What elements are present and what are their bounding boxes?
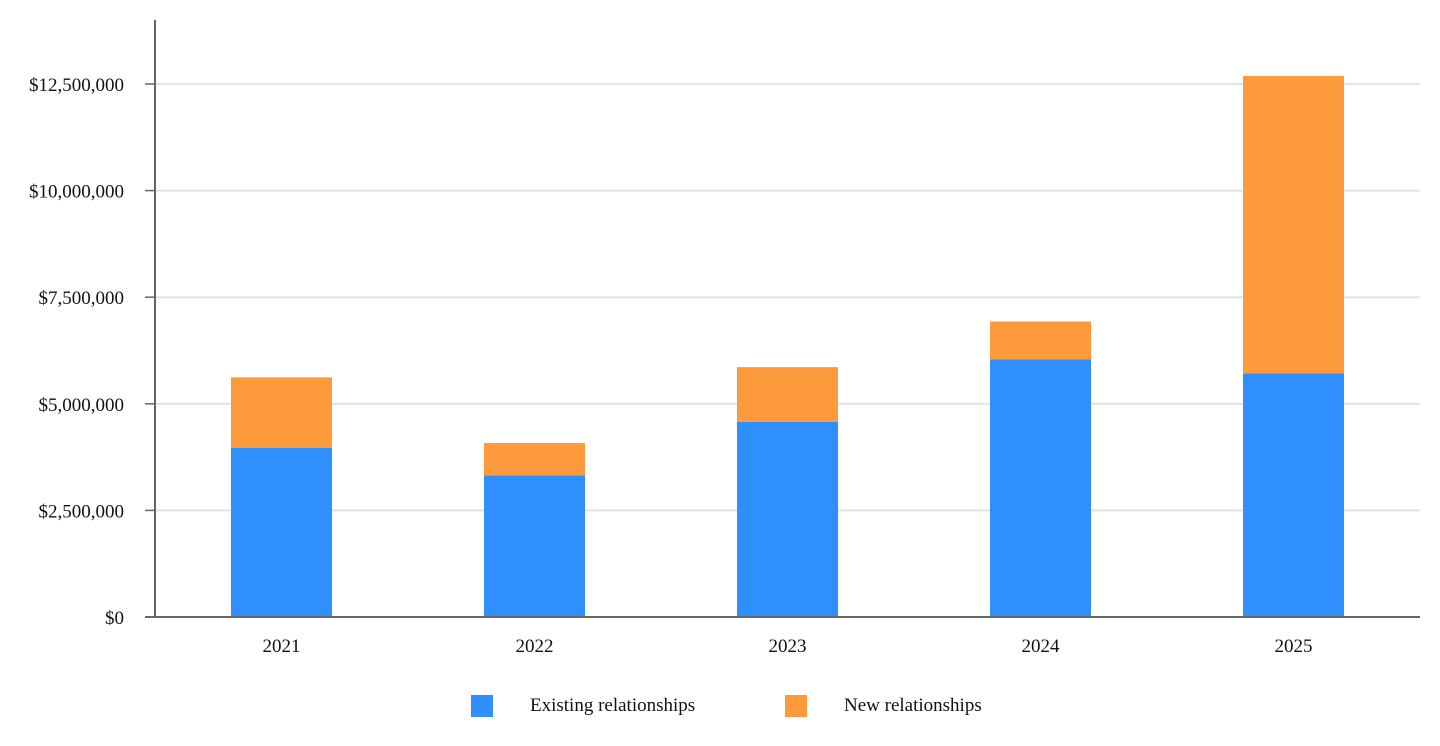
bar-segment-new-2022[interactable] [484,443,585,476]
stacked-bar-chart: $0 $2,500,000 $5,000,000 $7,500,000 $10,000,… [29,20,1420,657]
bar-segment-existing-2022[interactable] [484,475,585,617]
y-tick-label: $5,000,000 [39,395,125,416]
grid-lines [155,83,1420,512]
bar-segment-new-2024[interactable] [990,321,1091,360]
legend-item-existing[interactable]: Existing relationships [471,688,695,724]
bar-segment-existing-2024[interactable] [990,359,1091,617]
legend: Existing relationships New relationships [0,688,1440,724]
bar-segment-new-2021[interactable] [231,377,332,448]
bar-segment-new-2025[interactable] [1243,75,1344,374]
bar-segment-existing-2021[interactable] [231,447,332,617]
y-tick-label: $7,500,000 [39,288,125,309]
legend-swatch-new [785,695,807,717]
bars [231,75,1344,617]
axes [145,20,1420,618]
legend-item-new[interactable]: New relationships [785,688,982,724]
y-tick-label: $0 [105,608,124,629]
bar-segment-existing-2025[interactable] [1243,373,1344,617]
x-tick-label: 2023 [769,636,807,657]
x-tick-label: 2022 [516,636,554,657]
x-tick-labels: 2021 2022 2023 2024 2025 [263,636,1313,657]
legend-swatch-existing [471,695,493,717]
bar-segment-new-2023[interactable] [737,367,838,422]
y-tick-label: $12,500,000 [29,75,124,96]
y-tick-labels: $0 $2,500,000 $5,000,000 $7,500,000 $10,000,… [29,75,155,629]
x-tick-label: 2021 [263,636,301,657]
y-tick-label: $2,500,000 [39,501,125,522]
legend-label-new: New relationships [844,695,982,716]
bar-segment-existing-2023[interactable] [737,421,838,617]
x-tick-label: 2024 [1022,636,1061,657]
y-tick-label: $10,000,000 [29,182,124,203]
x-tick-label: 2025 [1275,636,1313,657]
legend-label-existing: Existing relationships [530,695,696,716]
